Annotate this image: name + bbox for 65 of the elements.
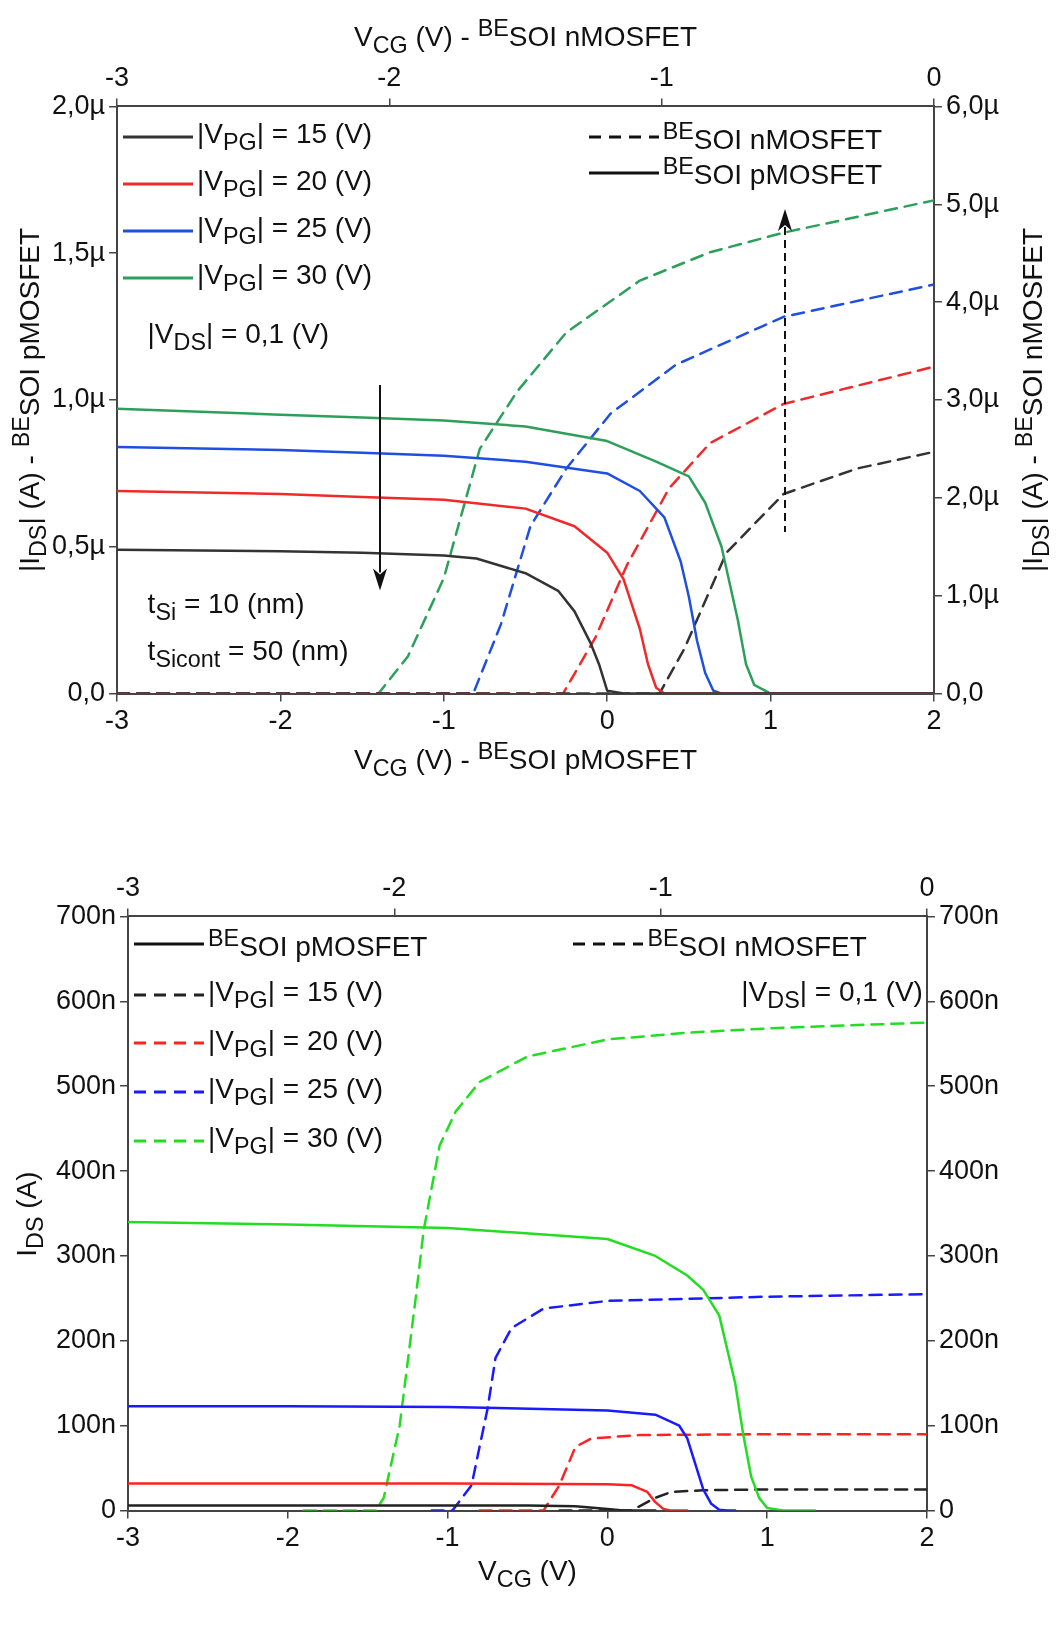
y-tick-label: 500n [55,1069,117,1100]
x2-tick-label: 0 [926,61,942,92]
y-tick-label: 100n [55,1409,117,1440]
x-tick-label: -3 [116,1522,141,1553]
x2-tick-label: -1 [649,61,674,92]
y-tick-label: 0,0 [67,677,106,708]
y-tick-label: 700n [55,899,117,930]
annotation: t$_{Sicont}$ = 50 (nm) [147,634,349,673]
annotation: |V$_{DS}$| = 0,1 (V) [741,975,923,1014]
x2-tick-label: -2 [382,871,407,902]
x2-tick-label: -3 [105,61,130,92]
legend-label: |V$_{PG}$| = 15 (V) [197,118,373,156]
x2-tick-label: -3 [116,871,141,902]
legend-label: |V$_{PG}$| = 25 (V) [197,212,373,250]
legend-label: |V$_{PG}$| = 20 (V) [208,1024,384,1063]
y2-tick-label: 300n [938,1239,1000,1270]
y-tick-label: 1,5µ [52,236,106,267]
y-tick-label: 1,0µ [52,383,106,414]
x-axis-title: V$_{CG}$ (V) - $^{BE}$SOI pMOSFET [353,737,698,781]
y-tick-label: 0 [101,1494,117,1525]
annotation: |V$_{DS}$| = 0,1 (V) [147,317,330,356]
annotation: $^{BE}$SOI pMOSFET [208,925,428,964]
legend-label: |V$_{PG}$| = 15 (V) [208,975,384,1014]
y2-tick-label: 4,0µ [945,285,999,316]
y2-tick-label: 200n [938,1324,1000,1355]
y2-tick-label: 100n [938,1409,1000,1440]
y2-tick-label: 2,0µ [945,481,999,512]
x-tick-label: 1 [759,1522,775,1553]
x2-tick-label: -1 [648,871,673,902]
x2-axis-title: V$_{CG}$ (V) - $^{BE}$SOI nMOSFET [353,14,698,58]
x-tick-label: 1 [763,705,779,736]
x-tick-label: -1 [431,705,456,736]
y2-tick-label: 0,0 [945,677,984,708]
y2-tick-label: 5,0µ [945,187,999,218]
x-tick-label: 2 [919,1522,935,1553]
y-tick-label: 2,0µ [52,89,106,120]
x-tick-label: -2 [268,705,293,736]
y2-tick-label: 1,0µ [945,579,999,610]
x-tick-label: -1 [435,1522,460,1553]
y2-tick-label: 0 [938,1494,954,1525]
legend-label: |V$_{PG}$| = 20 (V) [197,165,373,203]
x-axis-title: V$_{CG}$ (V) [478,1554,577,1592]
y2-tick-label: 6,0µ [945,89,999,120]
x-tick-label: -3 [105,705,130,736]
y-tick-label: 400n [55,1154,117,1185]
x2-tick-label: -2 [377,61,402,92]
legend-label: |V$_{PG}$| = 25 (V) [208,1073,384,1111]
y2-tick-label: 500n [938,1069,1000,1100]
y-tick-label: 300n [55,1239,117,1270]
y-tick-label: 200n [55,1324,117,1355]
y-tick-label: 0,5µ [52,530,106,561]
y2-tick-label: 600n [938,984,1000,1015]
x-tick-label: 0 [599,1522,615,1553]
y2-tick-label: 400n [938,1154,1000,1185]
x-tick-label: -2 [275,1522,300,1553]
x-tick-label: 0 [599,705,615,736]
annotation: $^{BE}$SOI nMOSFET [647,925,867,964]
y2-tick-label: 3,0µ [945,383,999,414]
legend-label: |V$_{PG}$| = 30 (V) [197,259,373,297]
annotation: t$_{Si}$ = 10 (nm) [147,587,305,626]
legend-label: |V$_{PG}$| = 30 (V) [208,1121,384,1160]
y2-tick-label: 700n [938,899,1000,930]
x2-tick-label: 0 [919,871,935,902]
y-tick-label: 600n [55,984,117,1015]
x-tick-label: 2 [926,705,942,736]
